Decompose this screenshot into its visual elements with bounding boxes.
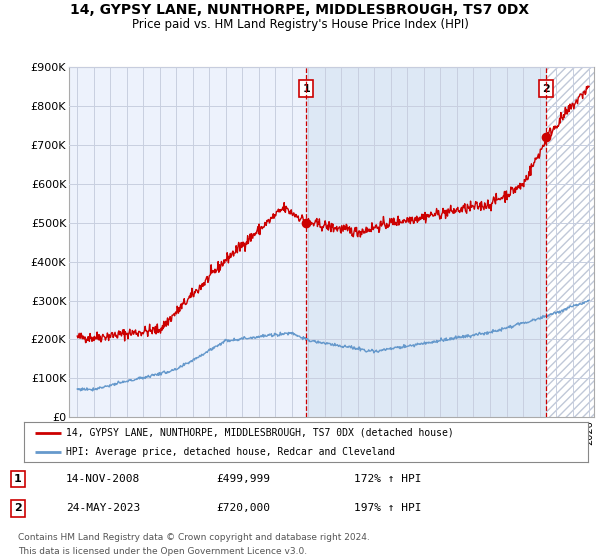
- Text: 2: 2: [542, 83, 550, 94]
- Text: 172% ↑ HPI: 172% ↑ HPI: [354, 474, 421, 484]
- Text: 14-NOV-2008: 14-NOV-2008: [66, 474, 140, 484]
- Text: £720,000: £720,000: [216, 503, 270, 514]
- Text: Contains HM Land Registry data © Crown copyright and database right 2024.: Contains HM Land Registry data © Crown c…: [18, 533, 370, 542]
- Text: HPI: Average price, detached house, Redcar and Cleveland: HPI: Average price, detached house, Redc…: [66, 447, 395, 457]
- Bar: [546, 67, 594, 417]
- Text: 1: 1: [302, 83, 310, 94]
- Text: £499,999: £499,999: [216, 474, 270, 484]
- Text: 14, GYPSY LANE, NUNTHORPE, MIDDLESBROUGH, TS7 0DX: 14, GYPSY LANE, NUNTHORPE, MIDDLESBROUGH…: [70, 3, 530, 17]
- Text: This data is licensed under the Open Government Licence v3.0.: This data is licensed under the Open Gov…: [18, 547, 307, 556]
- Text: 2: 2: [14, 503, 22, 514]
- Text: 14, GYPSY LANE, NUNTHORPE, MIDDLESBROUGH, TS7 0DX (detached house): 14, GYPSY LANE, NUNTHORPE, MIDDLESBROUGH…: [66, 428, 454, 437]
- Text: 1: 1: [14, 474, 22, 484]
- Text: 24-MAY-2023: 24-MAY-2023: [66, 503, 140, 514]
- Text: Price paid vs. HM Land Registry's House Price Index (HPI): Price paid vs. HM Land Registry's House …: [131, 18, 469, 31]
- Text: 197% ↑ HPI: 197% ↑ HPI: [354, 503, 421, 514]
- Bar: [306, 67, 546, 417]
